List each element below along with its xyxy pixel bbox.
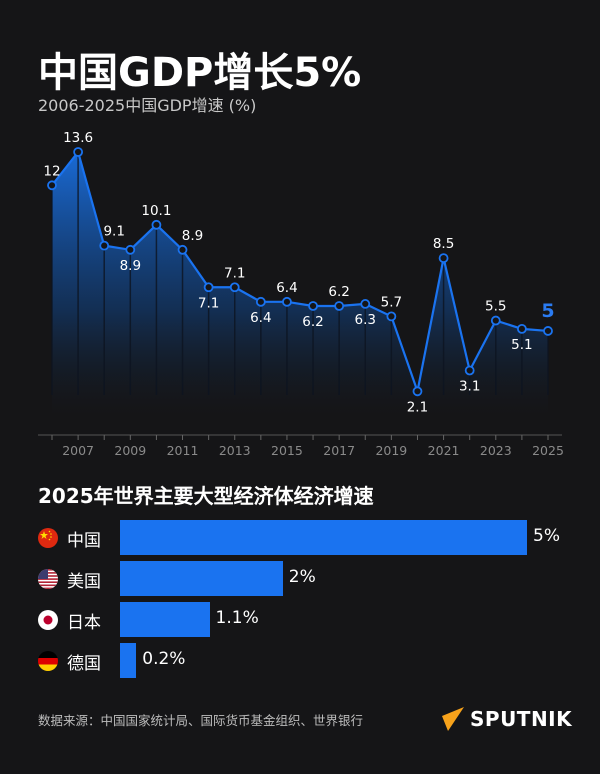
data-label: 5.7: [381, 294, 402, 310]
bar-value-label: 1.1%: [215, 608, 259, 628]
x-tick-label: 2011: [167, 443, 199, 458]
x-tick-label: 2025: [532, 443, 564, 458]
data-point: [99, 240, 110, 251]
gdp-line: [51, 149, 549, 396]
data-point: [464, 365, 475, 376]
data-point: [203, 282, 214, 293]
sputnik-logo: SPUTNIK: [440, 706, 572, 732]
data-point: [151, 219, 162, 230]
country-label: 德国: [67, 654, 101, 674]
bar: [120, 643, 137, 678]
data-point: [334, 301, 345, 311]
data-point: [229, 282, 240, 293]
data-point: [360, 299, 371, 309]
bar-row: 中国 5%: [38, 520, 598, 555]
gdp-line-chart: 2007 2009 2011 2013 2015 2017 2019 2021 2023 2025…: [38, 130, 564, 458]
bar: [120, 520, 527, 555]
data-label: 6.4: [250, 310, 271, 326]
data-point: [543, 326, 553, 336]
x-tick-label: 2013: [219, 443, 251, 458]
data-label: 9.1: [103, 224, 124, 240]
sputnik-logo-icon: [442, 707, 464, 731]
chart-subtitle: 2006-2025中国GDP增速 (%): [38, 96, 257, 115]
data-point: [282, 296, 292, 307]
logo-text: SPUTNIK: [470, 707, 573, 731]
data-label: 5.1: [511, 337, 532, 353]
data-label: 7.1: [198, 295, 219, 311]
bar-value-label: 2%: [288, 567, 316, 587]
x-tick-label: 2015: [271, 443, 303, 458]
data-label: 13.6: [63, 130, 93, 146]
data-label: 6.4: [276, 280, 297, 296]
data-point: [308, 301, 318, 311]
area-fill: [52, 152, 548, 415]
bar-value-label: 5%: [533, 526, 560, 546]
data-label: 6.2: [302, 314, 323, 330]
data-label: 5: [541, 300, 554, 322]
data-label: 6.3: [355, 312, 376, 328]
data-point: [516, 323, 527, 334]
bar-row: 美国 2%: [38, 561, 598, 596]
bar: [120, 602, 210, 637]
data-label: 2.1: [407, 399, 428, 415]
page-title: 中国GDP增长5%: [38, 50, 362, 96]
data-label: 6.2: [328, 284, 349, 300]
china-flag-icon: [38, 528, 58, 548]
bar-value-label: 0.2%: [142, 649, 186, 669]
germany-flag-icon: [38, 651, 58, 671]
data-label: 8.9: [120, 258, 141, 274]
x-tick-label: 2017: [323, 443, 355, 458]
data-point: [412, 386, 423, 397]
country-label: 日本: [67, 613, 101, 633]
data-label: 3.1: [459, 378, 480, 394]
country-label: 美国: [67, 572, 101, 592]
data-label: 12: [43, 163, 60, 179]
x-tick-label: 2009: [114, 443, 146, 458]
data-point: [386, 311, 397, 322]
data-point: [255, 296, 266, 307]
data-point: [177, 244, 188, 255]
data-point: [47, 180, 57, 191]
bar-chart-title: 2025年世界主要大型经济体经济增速: [38, 484, 374, 508]
bar: [120, 561, 283, 596]
x-tick-label: 2007: [62, 443, 94, 458]
x-tick-label: 2019: [375, 443, 407, 458]
bar-row: 日本 1.1%: [38, 602, 598, 637]
data-point: [73, 147, 84, 157]
source-note: 数据来源：中国国家统计局、国际货币基金组织、世界银行: [38, 713, 364, 728]
data-label: 5.5: [485, 299, 506, 315]
data-point: [125, 244, 136, 255]
data-label: 10.1: [141, 203, 171, 219]
data-point: [438, 253, 449, 264]
usa-flag-icon: [38, 569, 58, 589]
x-tick-label: 2023: [480, 443, 512, 458]
data-label: 8.9: [182, 228, 203, 244]
x-tick-label: 2021: [428, 443, 460, 458]
data-point: [490, 315, 501, 326]
country-label: 中国: [67, 531, 101, 551]
data-label: 7.1: [224, 265, 245, 281]
japan-flag-icon: [38, 610, 58, 630]
data-label: 8.5: [433, 236, 454, 252]
bar-row: 德国 0.2%: [38, 643, 598, 678]
